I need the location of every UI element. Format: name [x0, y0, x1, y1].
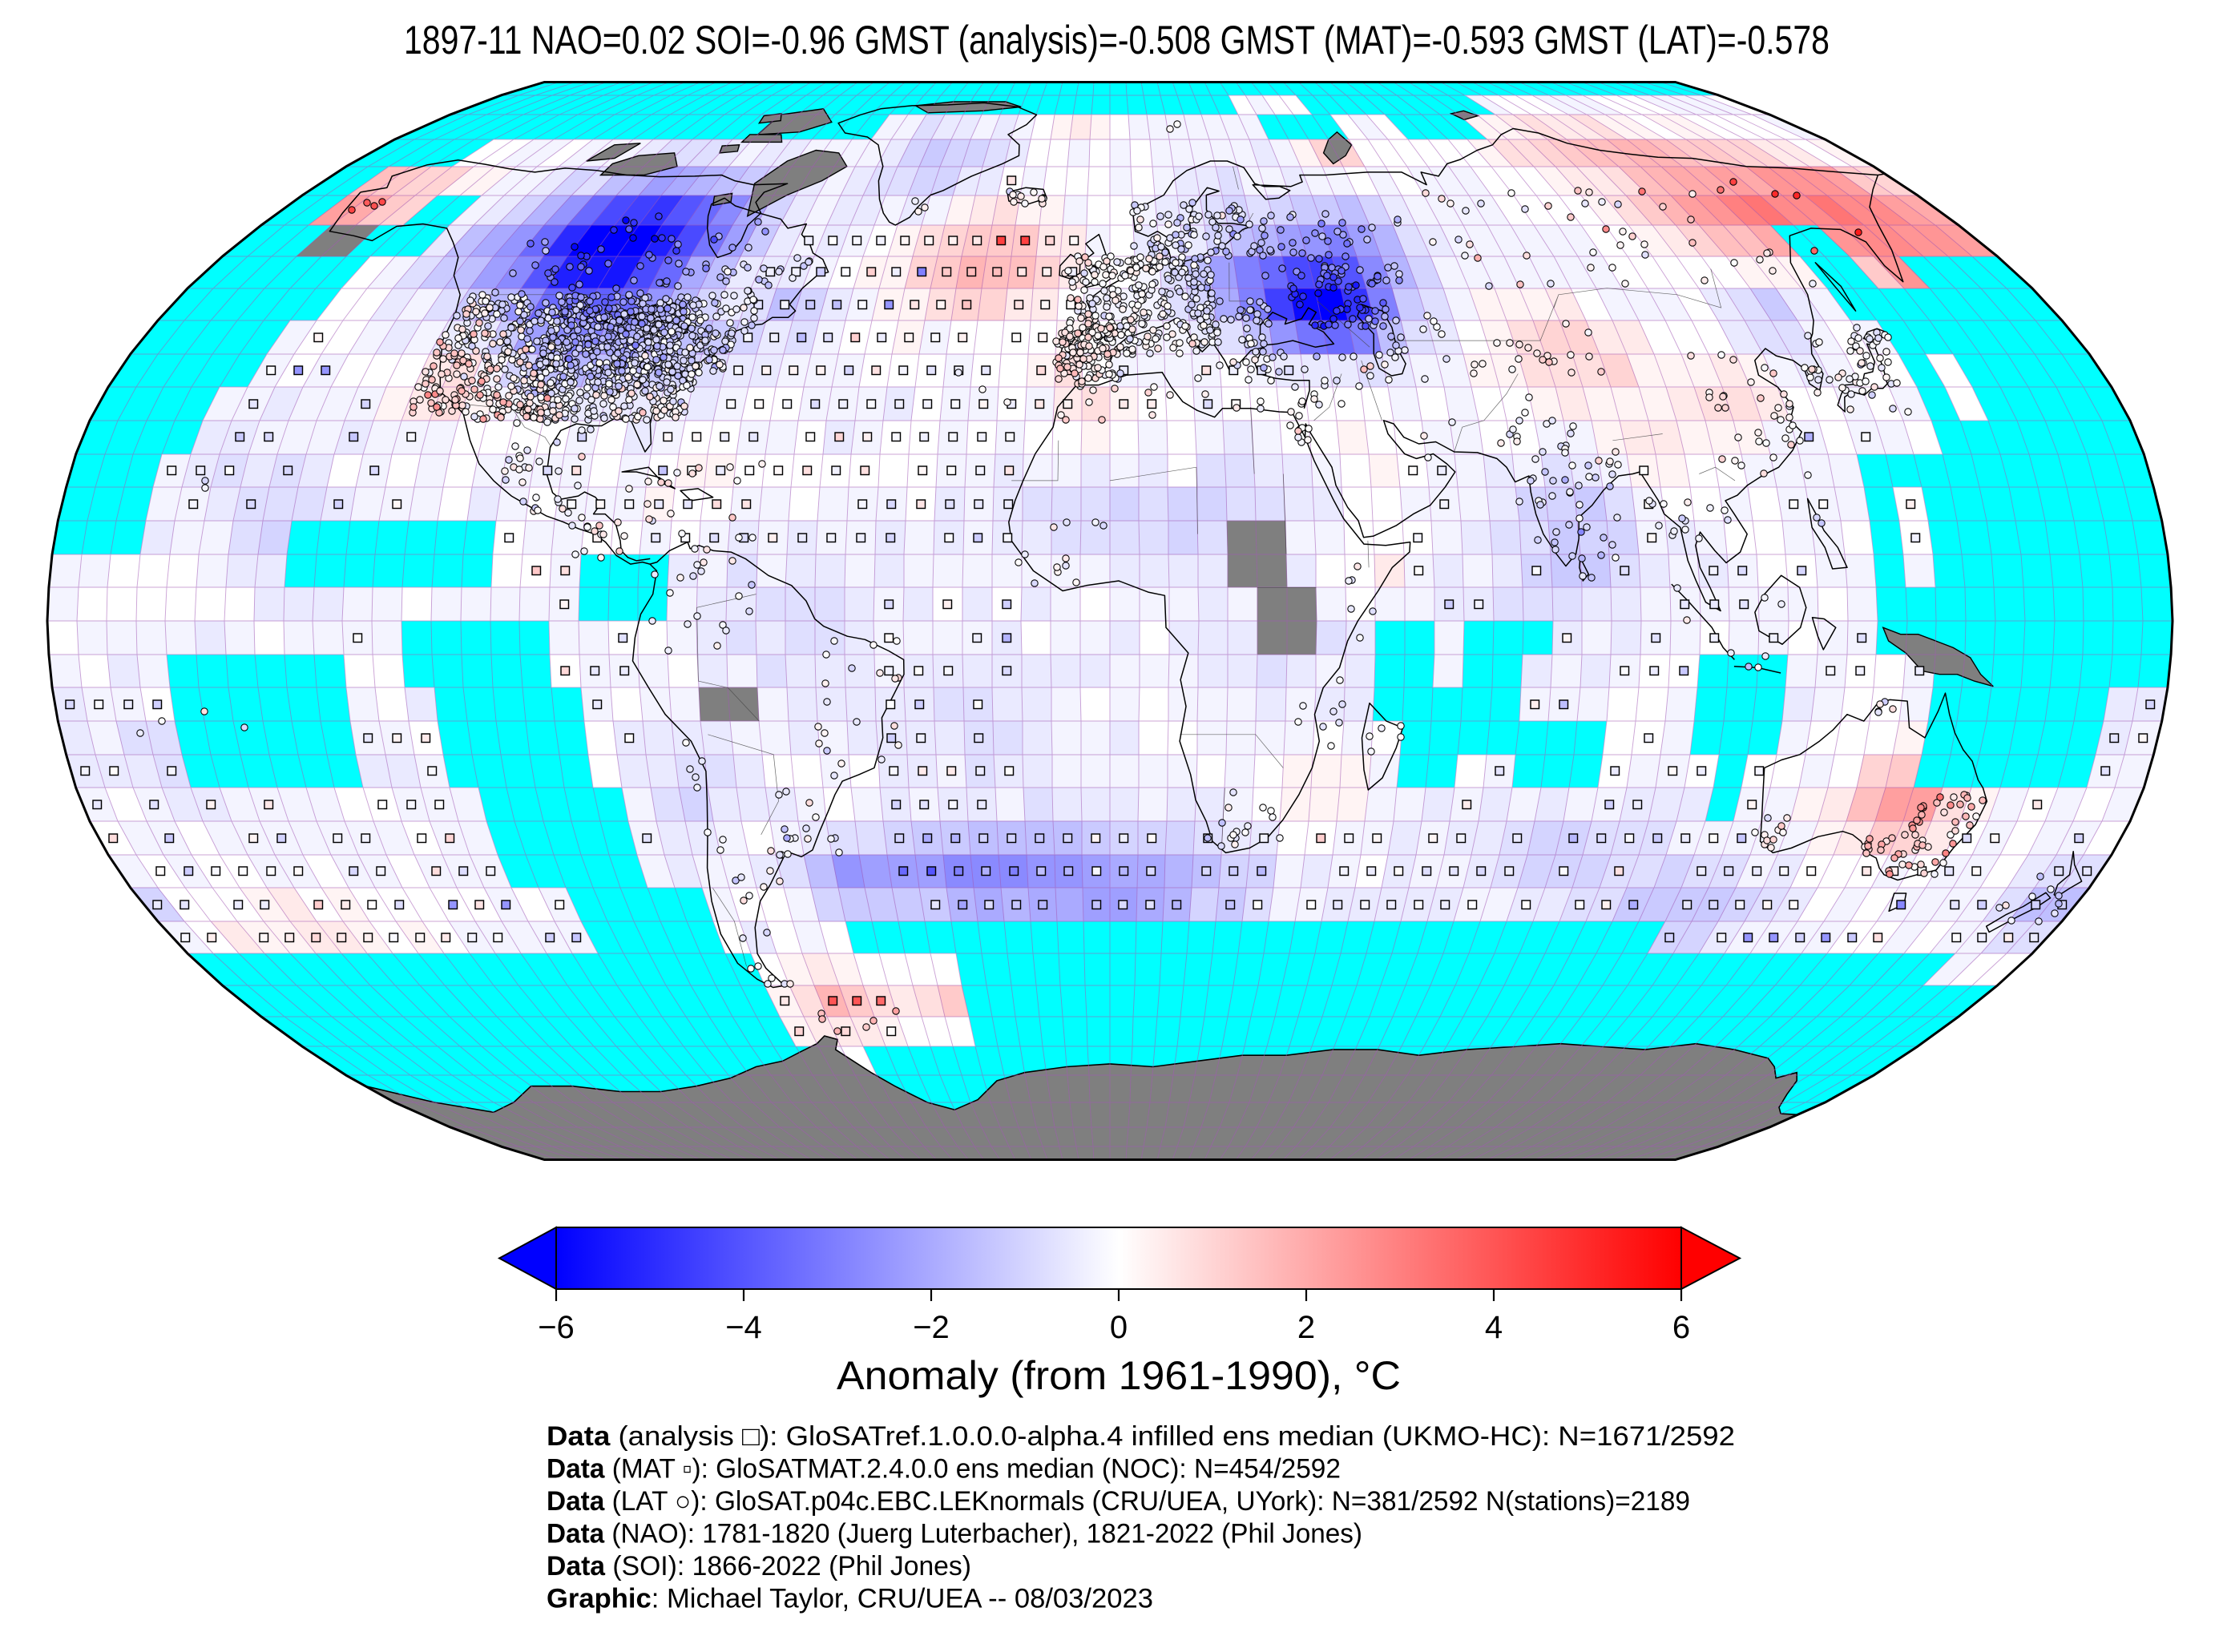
svg-text:1897-11 NAO=0.02 SOI=-0.96 GMS: 1897-11 NAO=0.02 SOI=-0.96 GMST (analysi… — [404, 18, 1830, 62]
svg-text:Anomaly (from 1961-1990), °C: Anomaly (from 1961-1990), °C — [837, 1353, 1401, 1398]
svg-text:−2: −2 — [913, 1310, 950, 1345]
svg-text:2: 2 — [1297, 1310, 1315, 1345]
svg-text:−4: −4 — [725, 1310, 762, 1345]
svg-text:Data (analysis □): GloSATref.1: Data (analysis □): GloSATref.1.0.0.0-alp… — [547, 1421, 1735, 1452]
svg-text:0: 0 — [1110, 1310, 1128, 1345]
svg-text:Data (MAT ▫): GloSATMAT.2.4.0.: Data (MAT ▫): GloSATMAT.2.4.0.0 ens medi… — [547, 1454, 1341, 1485]
svg-text:Graphic: Michael Taylor, CRU/U: Graphic: Michael Taylor, CRU/UEA -- 08/0… — [547, 1584, 1153, 1614]
svg-text:6: 6 — [1672, 1310, 1690, 1345]
svg-text:Data (NAO): 1781-1820 (Juerg L: Data (NAO): 1781-1820 (Juerg Luterbacher… — [547, 1519, 1362, 1549]
svg-text:Data (LAT ○): GloSAT.p04c.EBC.: Data (LAT ○): GloSAT.p04c.EBC.LEKnormals… — [547, 1486, 1690, 1517]
svg-text:−6: −6 — [538, 1310, 575, 1345]
svg-text:4: 4 — [1485, 1310, 1503, 1345]
svg-text:Data (SOI): 1866-2022 (Phil Jo: Data (SOI): 1866-2022 (Phil Jones) — [547, 1551, 971, 1581]
